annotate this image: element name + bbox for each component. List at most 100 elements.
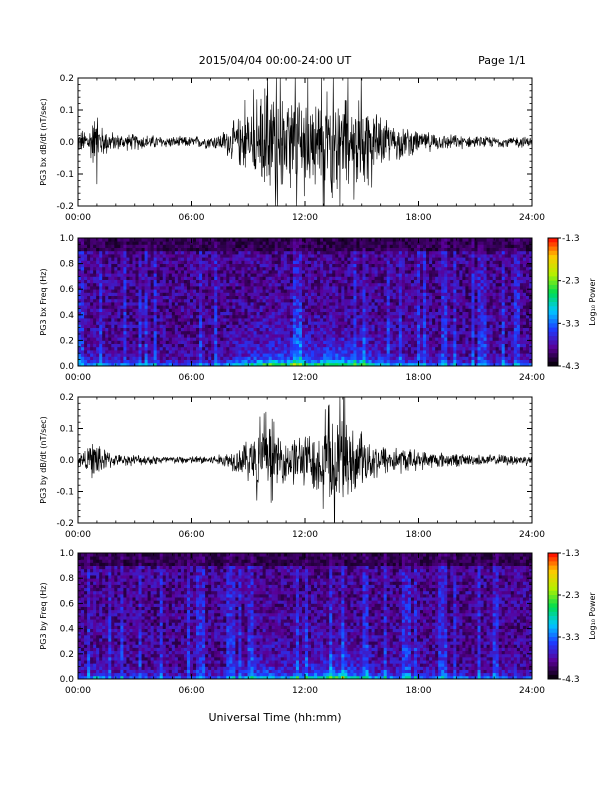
- spectrogram-cell: [99, 263, 103, 268]
- spectrogram-cell: [295, 266, 300, 271]
- spectrogram-cell: [413, 324, 418, 328]
- spectrogram-cell: [350, 350, 354, 354]
- spectrogram-cell: [371, 302, 376, 306]
- spectrogram-cell: [259, 276, 264, 280]
- spectrogram-cell: [429, 311, 433, 316]
- spectrogram-cell: [395, 308, 400, 312]
- spectrogram-cell: [120, 337, 124, 341]
- spectrogram-cell: [226, 356, 230, 360]
- spectrogram-cell: [426, 318, 430, 322]
- spectrogram-cell: [217, 353, 221, 357]
- spectrogram-cell: [214, 254, 218, 258]
- spectrogram-cell: [111, 289, 115, 293]
- spectrogram-cell: [274, 295, 279, 300]
- spectrogram-cell: [386, 260, 391, 264]
- spectrogram-cell: [420, 279, 424, 284]
- spectrogram-cell: [292, 276, 297, 280]
- spectrogram-cell: [353, 282, 357, 287]
- spectrogram-cell: [129, 350, 133, 354]
- spectrogram-cell: [177, 295, 182, 300]
- spectrogram-cell: [435, 298, 439, 303]
- spectrogram-cell: [314, 266, 318, 271]
- spectrogram-cell: [220, 279, 224, 284]
- spectrogram-cell: [383, 327, 388, 332]
- spectrogram-cell: [389, 247, 394, 252]
- spectrogram-cell: [344, 308, 348, 312]
- spectrogram-cell: [235, 311, 239, 316]
- spectrogram-cell: [253, 289, 257, 293]
- spectrogram-cell: [250, 318, 254, 322]
- spectrogram-cell: [332, 254, 336, 258]
- spectrogram-cell: [262, 257, 267, 261]
- spectrogram-cell: [84, 270, 88, 274]
- spectrogram-cell: [229, 276, 233, 280]
- spectrogram-cell: [441, 282, 445, 287]
- spectrogram-cell: [150, 353, 155, 357]
- spectrogram-cell: [380, 282, 385, 287]
- spectrogram-cell: [168, 273, 173, 277]
- spectrogram-cell: [120, 254, 124, 258]
- spectrogram-cell: [217, 254, 221, 258]
- spectrogram-cell: [211, 254, 215, 258]
- spectrogram-cell: [420, 247, 424, 252]
- spectrogram-cell: [268, 308, 273, 312]
- spectrogram-cell: [217, 244, 221, 248]
- spectrogram-cell: [132, 334, 136, 338]
- spectrogram-cell: [308, 314, 312, 319]
- spectrogram-cell: [135, 302, 139, 306]
- spectrogram-cell: [429, 302, 433, 306]
- spectrogram-cell: [102, 260, 106, 264]
- spectrogram-cell: [196, 238, 200, 242]
- spectrogram-cell: [120, 330, 124, 335]
- spectrogram-cell: [356, 346, 360, 351]
- spectrogram-cell: [168, 295, 173, 300]
- spectrogram-cell: [217, 282, 221, 287]
- spectrogram-cell: [435, 286, 439, 290]
- spectrogram-cell: [308, 362, 312, 367]
- spectrogram-cell: [435, 318, 439, 322]
- spectrogram-cell: [153, 263, 158, 268]
- spectrogram-cell: [371, 324, 376, 328]
- spectrogram-cell: [435, 244, 439, 248]
- spectrogram-cell: [308, 292, 312, 296]
- spectrogram-cell: [223, 356, 227, 360]
- spectrogram-cell: [389, 295, 394, 300]
- spectrogram-cell: [153, 346, 158, 351]
- spectrogram-cell: [81, 353, 85, 357]
- spectrogram-cell: [320, 330, 324, 335]
- spectrogram-cell: [347, 350, 351, 354]
- spectrogram-cell: [117, 330, 121, 335]
- spectrogram-cell: [220, 334, 224, 338]
- spectrogram-cell: [99, 337, 103, 341]
- spectrogram-cell: [102, 244, 106, 248]
- spectrogram-cell: [305, 362, 309, 367]
- spectrogram-cell: [262, 279, 267, 284]
- spectrogram-cell: [217, 330, 221, 335]
- spectrogram-cell: [383, 321, 388, 325]
- spectrogram-cell: [253, 318, 257, 322]
- spectrogram-cell: [135, 305, 139, 309]
- spectrogram-cell: [199, 324, 203, 328]
- spectrogram-cell: [371, 250, 376, 255]
- spectrogram-cell: [395, 298, 400, 303]
- spectrogram-cell: [298, 270, 303, 274]
- spectrogram-cell: [202, 279, 206, 284]
- spectrogram-cell: [162, 270, 167, 274]
- spectrogram-cell: [332, 324, 336, 328]
- spectrogram-cell: [283, 302, 288, 306]
- spectrogram-cell: [329, 353, 333, 357]
- spectrogram-cell: [377, 238, 382, 242]
- spectrogram-cell: [283, 254, 288, 258]
- spectrogram-cell: [102, 270, 106, 274]
- spectrogram-cell: [344, 356, 348, 360]
- spectrogram-cell: [380, 305, 385, 309]
- spectrogram-cell: [350, 295, 354, 300]
- spectrogram-cell: [123, 257, 127, 261]
- spectrogram-cell: [389, 254, 394, 258]
- spectrogram-cell: [301, 353, 306, 357]
- spectrogram-cell: [114, 324, 118, 328]
- spectrogram-cell: [286, 254, 291, 258]
- spectrogram-cell: [232, 362, 236, 367]
- spectrogram-cell: [247, 257, 251, 261]
- spectrogram-cell: [438, 295, 442, 300]
